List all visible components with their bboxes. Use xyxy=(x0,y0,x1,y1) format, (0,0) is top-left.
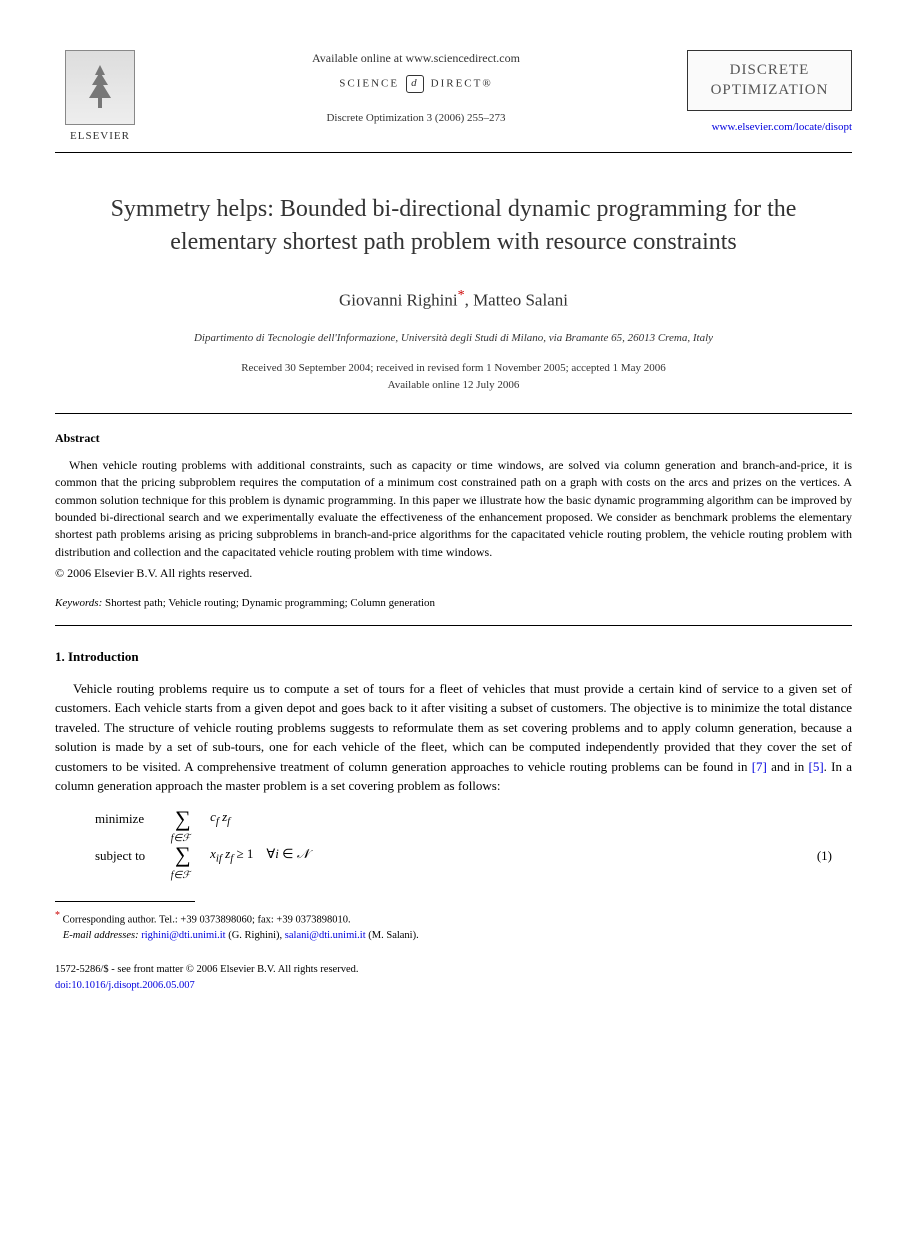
elsevier-label: ELSEVIER xyxy=(55,129,145,144)
sd-text-1: SCIENCE xyxy=(339,77,399,89)
doi-line: doi:10.1016/j.disopt.2006.05.007 xyxy=(55,978,852,994)
journal-name-1: DISCRETE xyxy=(696,61,843,81)
sd-text-2: DIRECT® xyxy=(431,77,493,89)
affiliation: Dipartimento di Tecnologie dell'Informaz… xyxy=(55,331,852,346)
abstract-body: When vehicle routing problems with addit… xyxy=(55,457,852,561)
minimize-label: minimize xyxy=(95,810,175,828)
abstract-copyright: © 2006 Elsevier B.V. All rights reserved… xyxy=(55,565,852,582)
available-online-text: Available online at www.sciencedirect.co… xyxy=(165,50,667,67)
paper-title: Symmetry helps: Bounded bi-directional d… xyxy=(55,193,852,258)
email-label: E-mail addresses: xyxy=(63,930,139,941)
author-sep: , xyxy=(465,291,474,310)
science-direct-logo: SCIENCE d DIRECT® xyxy=(165,75,667,93)
equation-number-1: (1) xyxy=(817,847,852,865)
abstract-heading: Abstract xyxy=(55,430,852,447)
dates-line-2: Available online 12 July 2006 xyxy=(55,377,852,394)
email-2-link[interactable]: salani@dti.unimi.it xyxy=(285,930,366,941)
doi-value: 10.1016/j.disopt.2006.05.007 xyxy=(71,980,194,991)
formula-block: minimize ∑f∈ℱ cf zf subject to ∑f∈ℱ xif … xyxy=(95,804,852,872)
email-1-who: (G. Righini), xyxy=(226,930,285,941)
header-rule xyxy=(55,152,852,153)
intro-paragraph: Vehicle routing problems require us to c… xyxy=(55,679,852,796)
email-1-link[interactable]: righini@dti.unimi.it xyxy=(141,930,225,941)
corresponding-mark-icon: * xyxy=(458,288,465,303)
email-line: E-mail addresses: righini@dti.unimi.it (… xyxy=(55,928,852,944)
issn-line: 1572-5286/$ - see front matter © 2006 El… xyxy=(55,962,852,978)
header-row: ELSEVIER Available online at www.science… xyxy=(55,50,852,144)
citation-line: Discrete Optimization 3 (2006) 255–273 xyxy=(165,111,667,126)
intro-text-a: Vehicle routing problems require us to c… xyxy=(55,681,852,774)
journal-name-2: OPTIMIZATION xyxy=(696,81,843,101)
sum-1: ∑f∈ℱ xyxy=(175,804,210,835)
corresponding-text: Corresponding author. Tel.: +39 03738980… xyxy=(63,915,351,926)
abstract-bottom-rule xyxy=(55,625,852,626)
formula-objective-row: minimize ∑f∈ℱ cf zf xyxy=(95,804,852,835)
subject-to-label: subject to xyxy=(95,847,175,865)
obj-term: cf zf xyxy=(210,808,230,830)
journal-box: DISCRETE OPTIMIZATION xyxy=(687,50,852,111)
con-term: xif zf ≥ 1 ∀i ∈ 𝒩 xyxy=(210,845,309,867)
keywords-text: Shortest path; Vehicle routing; Dynamic … xyxy=(102,597,435,609)
keywords-label: Keywords: xyxy=(55,597,102,609)
ref-7-link[interactable]: [7] xyxy=(752,759,767,774)
section-1-heading: 1. Introduction xyxy=(55,648,852,666)
ref-5-link[interactable]: [5] xyxy=(808,759,823,774)
abstract-top-rule xyxy=(55,413,852,414)
keywords: Keywords: Shortest path; Vehicle routing… xyxy=(55,596,852,611)
elsevier-tree-icon xyxy=(65,50,135,125)
author-1: Giovanni Righini xyxy=(339,291,458,310)
sd-d-icon: d xyxy=(406,75,424,93)
email-2-who: (M. Salani). xyxy=(366,930,419,941)
dates-block: Received 30 September 2004; received in … xyxy=(55,360,852,393)
journal-link-row: www.elsevier.com/locate/disopt xyxy=(687,117,852,135)
intro-text-b: and in xyxy=(767,759,809,774)
footnote-star-icon: * xyxy=(55,910,60,921)
footnote-rule xyxy=(55,901,195,902)
elsevier-logo: ELSEVIER xyxy=(55,50,145,144)
footnote-block: * Corresponding author. Tel.: +39 037389… xyxy=(55,908,852,944)
doi-label: doi: xyxy=(55,980,71,991)
author-2: Matteo Salani xyxy=(473,291,568,310)
dates-line-1: Received 30 September 2004; received in … xyxy=(55,360,852,377)
corresponding-author-line: * Corresponding author. Tel.: +39 037389… xyxy=(55,908,852,928)
authors: Giovanni Righini*, Matteo Salani xyxy=(55,286,852,312)
formula-constraint-row: subject to ∑f∈ℱ xif zf ≥ 1 ∀i ∈ 𝒩 (1) xyxy=(95,840,852,871)
journal-column: DISCRETE OPTIMIZATION www.elsevier.com/l… xyxy=(687,50,852,135)
journal-url-link[interactable]: www.elsevier.com/locate/disopt xyxy=(712,121,852,133)
center-header: Available online at www.sciencedirect.co… xyxy=(145,50,687,126)
doi-link[interactable]: doi:10.1016/j.disopt.2006.05.007 xyxy=(55,980,195,991)
footer-block: 1572-5286/$ - see front matter © 2006 El… xyxy=(55,962,852,994)
